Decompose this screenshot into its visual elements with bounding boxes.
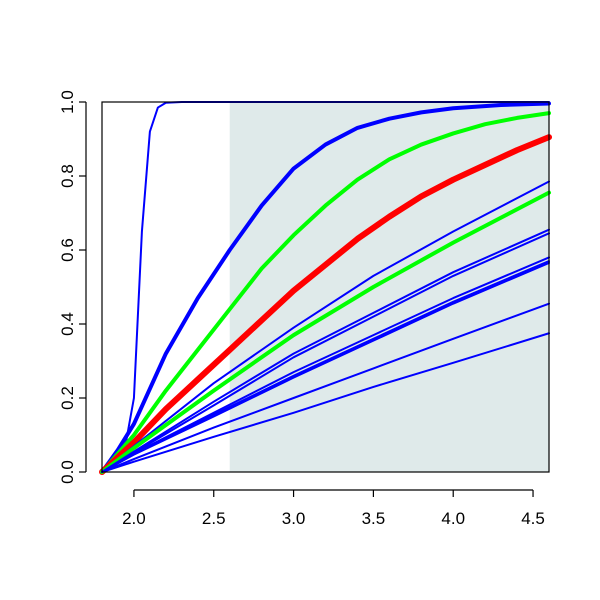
- x-axis: 2.0 2.5 3.0 3.5 4.0 4.5: [122, 489, 545, 528]
- y-axis: 0.0 0.2 0.4 0.6 0.8 1.0: [58, 90, 87, 484]
- shaded-region-layer: [229, 102, 549, 472]
- y-tick-label: 0.8: [58, 164, 77, 188]
- series-line-3: [100, 111, 551, 474]
- series-line-6: [100, 190, 551, 474]
- x-tick-label: 2.0: [122, 509, 146, 528]
- x-tick-label: 2.5: [202, 509, 226, 528]
- y-tick-label: 0.0: [58, 460, 77, 484]
- shaded-region: [229, 102, 549, 472]
- series-line-12: [101, 302, 550, 473]
- series-layer: [99, 101, 552, 475]
- y-tick-label: 0.6: [58, 238, 77, 262]
- plot-frame: [101, 101, 550, 473]
- x-tick-label: 4.5: [521, 509, 545, 528]
- x-tick-label: 4.0: [441, 509, 465, 528]
- x-tick-label: 3.5: [362, 509, 386, 528]
- y-tick-label: 1.0: [58, 90, 77, 114]
- x-tick-label: 3.0: [282, 509, 306, 528]
- series-line-2: [100, 101, 551, 474]
- y-tick-label: 0.4: [58, 312, 77, 336]
- series-line-13: [101, 332, 550, 473]
- series-line-4: [99, 134, 552, 475]
- series-line-11: [101, 261, 550, 473]
- y-tick-label: 0.2: [58, 386, 77, 410]
